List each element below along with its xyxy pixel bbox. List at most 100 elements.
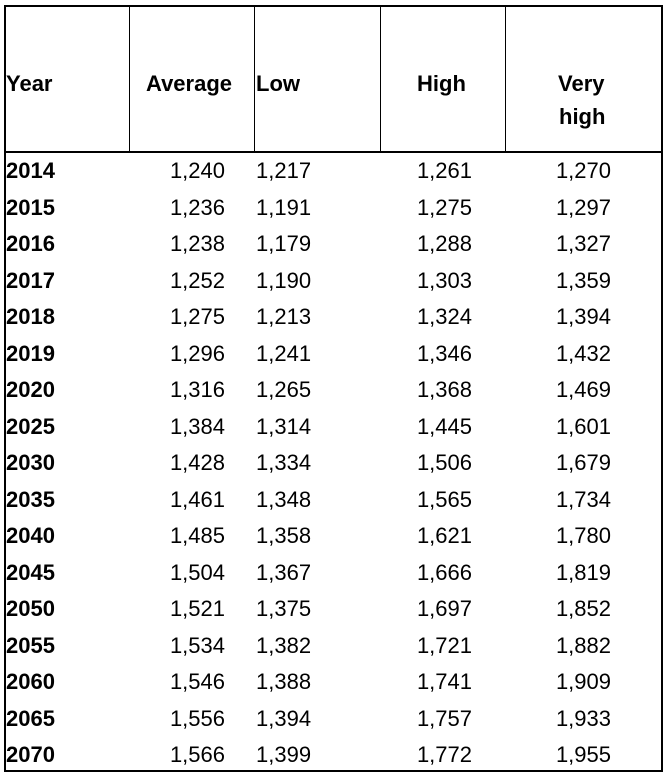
cell-year: 2020 — [6, 377, 55, 402]
table-row: 2019 1,296 1,241 1,346 1,432 — [6, 336, 661, 373]
cell-year: 2045 — [6, 559, 55, 585]
cell-very-high: 1,469 — [555, 377, 611, 402]
table-row: 2015 1,236 1,191 1,275 1,297 — [6, 190, 661, 227]
table-row: 2050 1,521 1,375 1,697 1,852 — [6, 591, 661, 628]
cell-average: 1,238 — [169, 231, 225, 256]
cell-very-high: 1,819 — [555, 559, 611, 585]
cell-high: 1,621 — [416, 523, 472, 548]
table-row: 2035 1,461 1,348 1,565 1,734 — [6, 482, 661, 519]
cell-low: 1,265 — [256, 377, 312, 402]
cell-very-high: 1,852 — [555, 596, 611, 621]
cell-low: 1,314 — [256, 413, 312, 439]
cell-year: 2015 — [6, 194, 55, 220]
cell-high: 1,741 — [416, 669, 472, 694]
cell-high: 1,346 — [416, 340, 472, 366]
cell-year: 2019 — [6, 340, 55, 366]
column-divider — [254, 7, 255, 151]
cell-average: 1,504 — [169, 559, 225, 585]
table-row: 2055 1,534 1,382 1,721 1,882 — [6, 628, 661, 665]
cell-high: 1,721 — [416, 632, 472, 658]
cell-high: 1,368 — [416, 377, 472, 402]
table-row: 2016 1,238 1,179 1,288 1,327 — [6, 226, 661, 263]
cell-very-high: 1,432 — [555, 340, 611, 366]
cell-average: 1,240 — [169, 158, 225, 183]
cell-year: 2035 — [6, 486, 55, 512]
table-row: 2070 1,566 1,399 1,772 1,955 — [6, 737, 661, 774]
cell-year: 2014 — [6, 158, 55, 183]
header-low: Low — [256, 71, 300, 96]
cell-high: 1,772 — [416, 742, 472, 767]
cell-high: 1,666 — [416, 559, 472, 585]
cell-year: 2050 — [6, 596, 55, 621]
cell-high: 1,261 — [416, 158, 472, 183]
header-very-high-line1: Very — [558, 71, 605, 96]
cell-year: 2040 — [6, 523, 55, 548]
cell-year: 2016 — [6, 231, 55, 256]
cell-average: 1,428 — [169, 450, 225, 475]
table-row: 2018 1,275 1,213 1,324 1,394 — [6, 299, 661, 336]
cell-very-high: 1,909 — [555, 669, 611, 694]
cell-very-high: 1,780 — [555, 523, 611, 548]
cell-year: 2070 — [6, 742, 55, 767]
table-row: 2040 1,485 1,358 1,621 1,780 — [6, 518, 661, 555]
cell-low: 1,394 — [256, 705, 312, 731]
cell-very-high: 1,297 — [555, 194, 611, 220]
table-body: 2014 1,240 1,217 1,261 1,270 2015 1,236 1,191 1,… — [6, 153, 661, 774]
cell-very-high: 1,359 — [555, 267, 611, 293]
cell-year: 2065 — [6, 705, 55, 731]
cell-average: 1,534 — [169, 632, 225, 658]
data-table: Year Average Low High Very high 2014 1,24… — [4, 5, 663, 772]
cell-year: 2018 — [6, 304, 55, 329]
cell-very-high: 1,955 — [555, 742, 611, 767]
cell-average: 1,316 — [169, 377, 225, 402]
table-row: 2020 1,316 1,265 1,368 1,469 — [6, 372, 661, 409]
cell-year: 2030 — [6, 450, 55, 475]
header-very-high-line2: high — [559, 104, 606, 129]
cell-high: 1,506 — [416, 450, 472, 475]
cell-average: 1,521 — [169, 596, 225, 621]
cell-high: 1,303 — [416, 267, 472, 293]
table-row: 2025 1,384 1,314 1,445 1,601 — [6, 409, 661, 446]
cell-low: 1,334 — [256, 450, 312, 475]
cell-low: 1,217 — [256, 158, 312, 183]
cell-high: 1,697 — [416, 596, 472, 621]
column-divider — [129, 7, 130, 151]
cell-low: 1,382 — [256, 632, 312, 658]
table-row: 2030 1,428 1,334 1,506 1,679 — [6, 445, 661, 482]
table-header: Year Average Low High Very high — [6, 7, 661, 153]
cell-year: 2017 — [6, 267, 55, 293]
table-row: 2017 1,252 1,190 1,303 1,359 — [6, 263, 661, 300]
cell-average: 1,275 — [169, 304, 225, 329]
cell-high: 1,445 — [416, 413, 472, 439]
cell-very-high: 1,270 — [555, 158, 611, 183]
cell-average: 1,461 — [169, 486, 225, 512]
table-row: 2014 1,240 1,217 1,261 1,270 — [6, 153, 661, 190]
cell-low: 1,179 — [256, 231, 312, 256]
table-row: 2045 1,504 1,367 1,666 1,819 — [6, 555, 661, 592]
cell-average: 1,236 — [169, 194, 225, 220]
cell-very-high: 1,601 — [555, 413, 611, 439]
cell-high: 1,324 — [416, 304, 472, 329]
cell-high: 1,275 — [416, 194, 472, 220]
cell-low: 1,388 — [256, 669, 312, 694]
cell-very-high: 1,882 — [555, 632, 611, 658]
table-row: 2060 1,546 1,388 1,741 1,909 — [6, 664, 661, 701]
cell-low: 1,375 — [256, 596, 312, 621]
cell-low: 1,358 — [256, 523, 312, 548]
cell-low: 1,399 — [256, 742, 312, 767]
cell-very-high: 1,327 — [555, 231, 611, 256]
cell-very-high: 1,933 — [555, 705, 611, 731]
cell-year: 2055 — [6, 632, 55, 658]
cell-average: 1,296 — [169, 340, 225, 366]
cell-average: 1,384 — [169, 413, 225, 439]
column-divider — [505, 7, 506, 151]
cell-average: 1,485 — [169, 523, 225, 548]
cell-low: 1,213 — [256, 304, 312, 329]
cell-low: 1,241 — [256, 340, 312, 366]
cell-average: 1,556 — [169, 705, 225, 731]
table-row: 2065 1,556 1,394 1,757 1,933 — [6, 701, 661, 738]
cell-average: 1,566 — [169, 742, 225, 767]
header-average: Average — [146, 71, 233, 96]
cell-high: 1,757 — [416, 705, 472, 731]
cell-high: 1,565 — [416, 486, 472, 512]
